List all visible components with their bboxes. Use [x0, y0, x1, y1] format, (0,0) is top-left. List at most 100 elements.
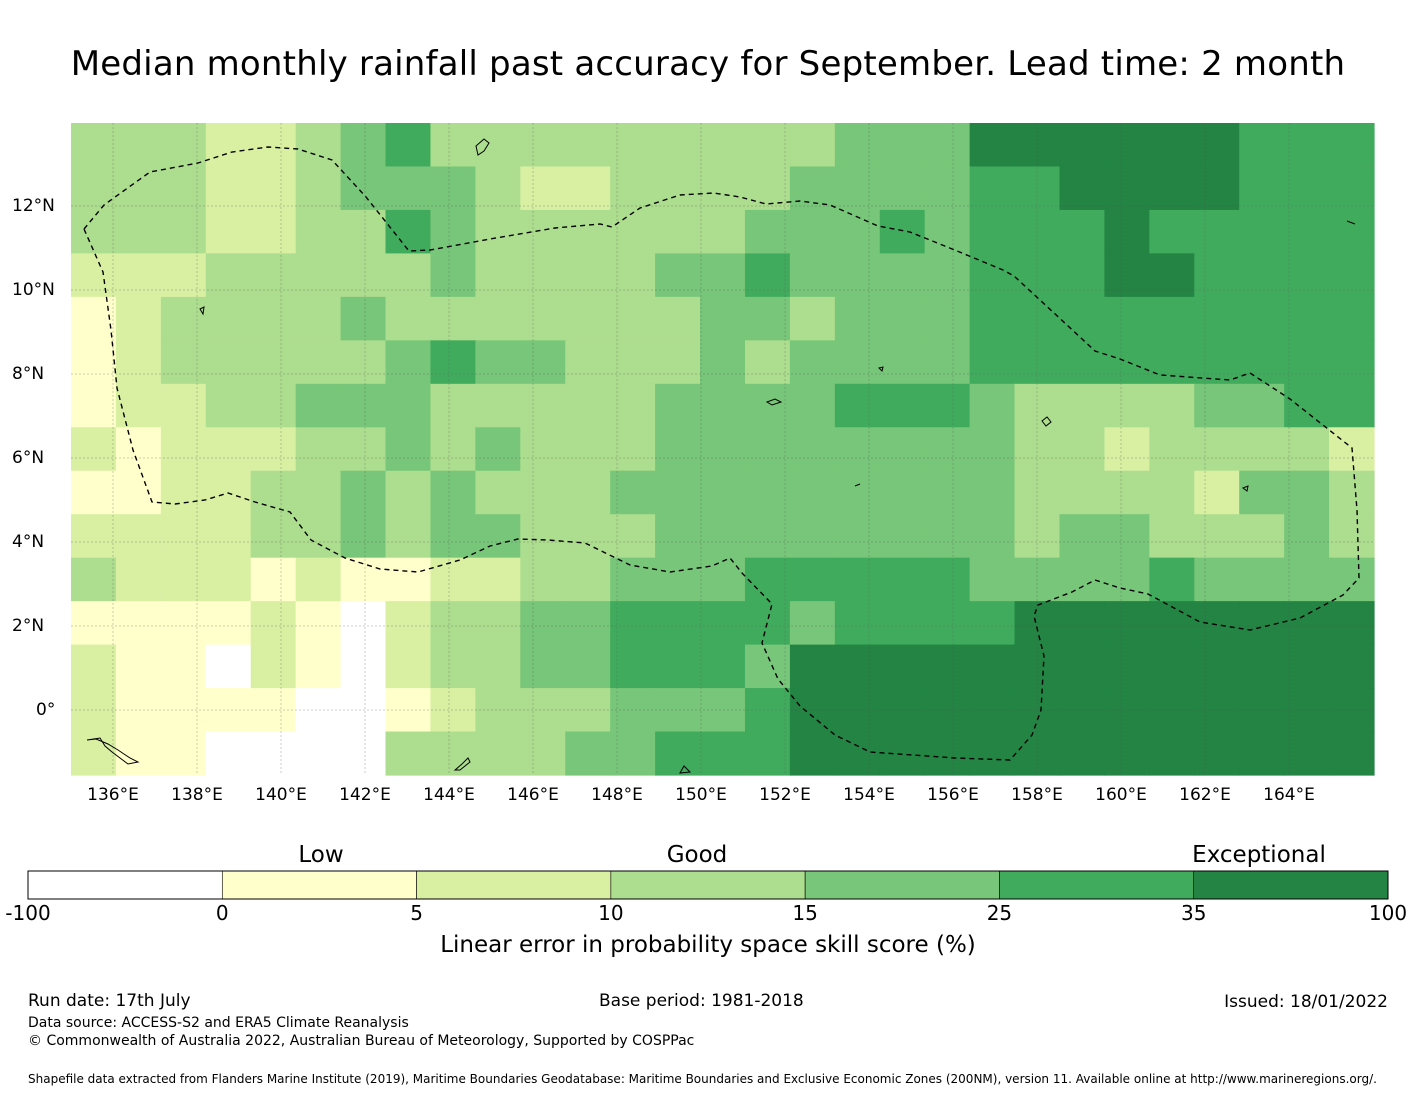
grid-cell — [789, 731, 836, 776]
grid-cell — [205, 514, 252, 559]
grid-cell — [655, 253, 701, 298]
grid-cell — [1149, 123, 1195, 168]
grid-cell — [1059, 731, 1106, 776]
grid-cell — [340, 123, 387, 168]
grid-cell — [1194, 514, 1240, 559]
grid-cell — [250, 601, 297, 646]
grid-cell — [1239, 383, 1285, 428]
grid-cell — [520, 644, 566, 689]
lat-label: 8°N — [12, 364, 45, 384]
grid-cell — [475, 123, 521, 168]
lon-label: 138°E — [171, 785, 223, 805]
grid-cell — [1239, 340, 1285, 385]
grid-cell — [385, 644, 432, 689]
grid-cell — [115, 166, 162, 211]
grid-cell — [924, 340, 971, 385]
island — [854, 483, 861, 487]
grid-cell — [205, 123, 252, 168]
lat-label: 10°N — [12, 280, 55, 300]
grid-cell — [250, 731, 297, 776]
grid-cell — [1284, 296, 1330, 341]
grid-cell — [1104, 427, 1150, 472]
grid-cell — [924, 427, 971, 472]
grid-cell — [475, 427, 521, 472]
grid-cell — [1239, 296, 1285, 341]
grid-cell — [969, 427, 1016, 472]
island — [1346, 220, 1356, 225]
grid-cell — [700, 470, 746, 515]
grid-cell — [295, 644, 342, 689]
grid-cell — [744, 123, 791, 168]
lon-label: 162°E — [1179, 785, 1231, 805]
grid-cell — [115, 340, 162, 385]
grid-cell — [520, 166, 566, 211]
grid-cell — [71, 601, 117, 646]
grid-cell — [969, 557, 1016, 602]
grid-cell — [1194, 340, 1240, 385]
grid-cell — [295, 470, 342, 515]
grid-cell — [1104, 166, 1150, 211]
island — [86, 737, 140, 765]
grid-cell — [565, 601, 611, 646]
category-label: Low — [298, 842, 344, 868]
grid-cell — [520, 514, 566, 559]
lon-label: 160°E — [1095, 785, 1147, 805]
grid-cell — [1239, 209, 1285, 254]
grid-cell — [340, 383, 387, 428]
grid-cell — [1059, 644, 1106, 689]
island — [765, 398, 783, 406]
grid-cell — [71, 427, 117, 472]
grid-cell — [879, 601, 926, 646]
grid-cell — [160, 209, 207, 254]
grid-cell — [969, 340, 1016, 385]
grid-cell — [655, 514, 701, 559]
grid-cell — [1329, 209, 1375, 254]
grid-cell — [1239, 731, 1285, 776]
grid-cell — [1284, 166, 1330, 211]
island — [1041, 416, 1052, 427]
grid-cell — [115, 427, 162, 472]
grid-cell — [700, 644, 746, 689]
grid-cell — [1329, 601, 1375, 646]
grid-cell — [115, 123, 162, 168]
grid-cell — [789, 296, 836, 341]
grid-cell — [1239, 514, 1285, 559]
grid-cell — [430, 340, 476, 385]
grid-cell — [160, 644, 207, 689]
grid-cell — [1284, 644, 1330, 689]
grid-cell — [789, 123, 836, 168]
grid-cell — [1149, 731, 1195, 776]
grid-cell — [610, 427, 656, 472]
colorbar-tick: 0 — [215, 901, 229, 925]
grid-cell — [700, 557, 746, 602]
grid-cell — [1194, 383, 1240, 428]
grid-cell — [924, 123, 971, 168]
eez-boundary — [83, 146, 1360, 761]
grid-cell — [340, 340, 387, 385]
colorbar-tick: -100 — [5, 901, 51, 925]
grid-cell — [969, 514, 1016, 559]
grid-cell — [1104, 296, 1150, 341]
grid-cell — [1194, 731, 1240, 776]
grid-cell — [250, 166, 297, 211]
grid-cell — [744, 427, 791, 472]
grid-cell — [475, 601, 521, 646]
grid-cell — [1014, 427, 1061, 472]
grid-cell — [205, 209, 252, 254]
grid-cell — [115, 209, 162, 254]
grid-cell — [655, 123, 701, 168]
lon-label: 156°E — [927, 785, 979, 805]
grid-cell — [1284, 731, 1330, 776]
issued-date: Issued: 18/01/2022 — [1224, 992, 1388, 1012]
grid-cell — [1104, 383, 1150, 428]
grid-cell — [834, 166, 881, 211]
grid-cell — [205, 340, 252, 385]
lat-label: 0° — [36, 700, 56, 720]
grid-cell — [205, 296, 252, 341]
grid-cell — [295, 296, 342, 341]
grid-cell — [250, 383, 297, 428]
grid-cell — [879, 731, 926, 776]
grid-cell — [969, 296, 1016, 341]
base-period: Base period: 1981-2018 — [599, 991, 804, 1011]
lon-label: 152°E — [759, 785, 811, 805]
